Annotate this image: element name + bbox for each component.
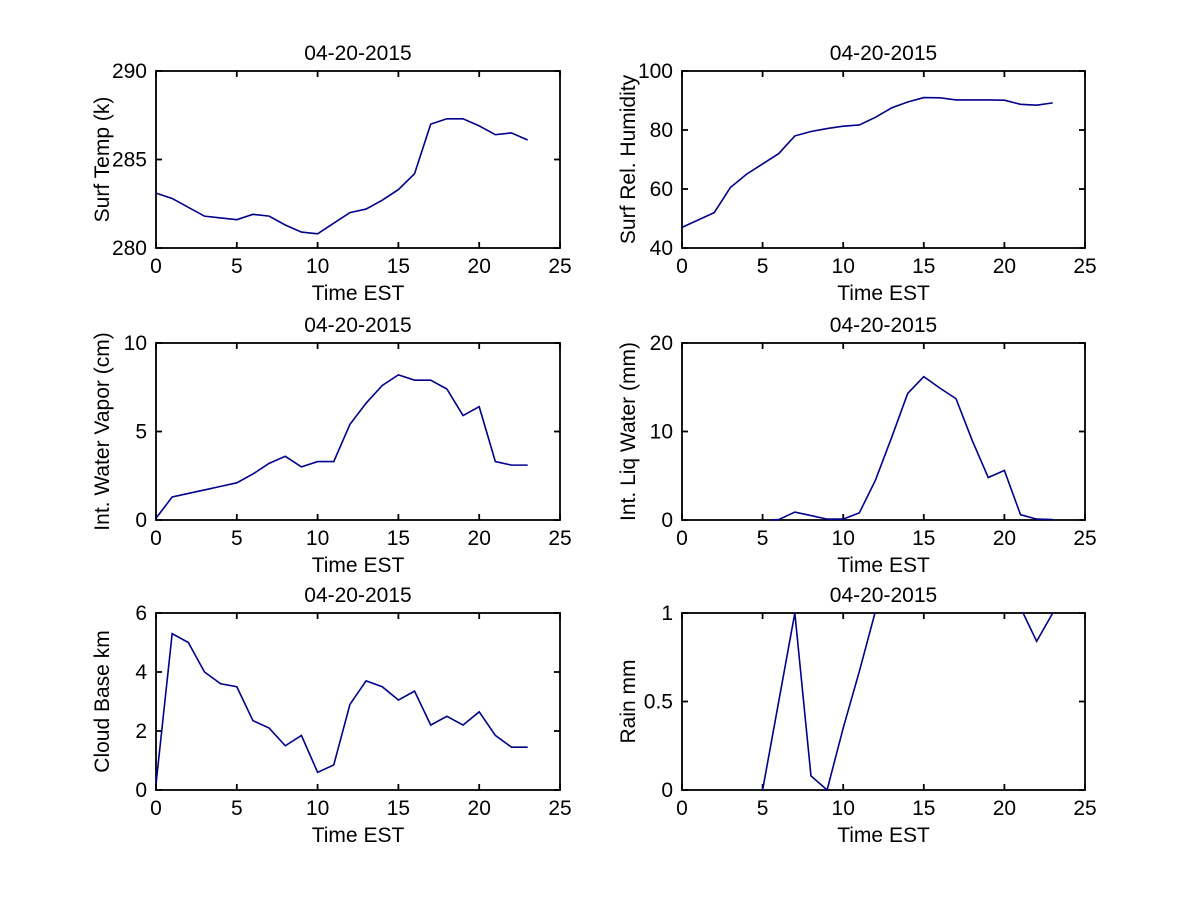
- subplot-cloud-base: 0 5 10 15 20 25 0 2 4 6 04-20-2015 Time EST Cloud Ba…: [70, 577, 590, 848]
- y-tick-label: 40: [650, 237, 673, 260]
- y-axis-label: Cloud Base km: [91, 630, 114, 772]
- y-axis-label: Surf Temp (k): [91, 97, 114, 223]
- x-tick-label: 10: [306, 527, 329, 550]
- axes-frame: [155, 612, 561, 791]
- chart-title: 04-20-2015: [304, 584, 411, 607]
- y-tick-label: 280: [112, 237, 147, 260]
- x-tick-label: 10: [306, 255, 329, 278]
- x-tick-label: 10: [832, 255, 855, 278]
- chart-rel-humidity: 0 5 10 15 20 25 40 60 80 100 04-20-2015 Time EST Sur…: [617, 42, 1097, 305]
- x-tick-label: 15: [912, 797, 935, 820]
- y-tick-label: 0: [135, 509, 147, 532]
- x-tick-label: 25: [1073, 255, 1096, 278]
- y-tick-label: 10: [124, 332, 147, 355]
- x-tick-label: 5: [757, 527, 769, 550]
- data-line-cloud-base: [155, 632, 528, 785]
- x-axis-label: Time EST: [837, 282, 930, 305]
- chart-cloud-base: 0 5 10 15 20 25 0 2 4 6 04-20-2015 Time EST Cloud Ba…: [91, 584, 572, 847]
- subplot-surf-temp: 0 5 10 15 20 25 280 285 290 04-20-2015 Time EST Sur…: [70, 35, 590, 306]
- x-tick-label: 5: [231, 797, 243, 820]
- y-axis-label: Int. Water Vapor (cm): [91, 332, 114, 530]
- x-tick-label: 5: [231, 527, 243, 550]
- data-line-liq-water: [770, 375, 1053, 521]
- y-tick-label: 60: [650, 178, 673, 201]
- x-tick-label: 25: [548, 797, 571, 820]
- y-tick-label: 80: [650, 119, 673, 142]
- x-tick-label: 25: [1073, 797, 1096, 820]
- y-tick-label: 285: [112, 149, 147, 172]
- y-tick-label: 100: [638, 60, 673, 83]
- y-tick-label: 5: [135, 421, 147, 444]
- x-tick-label: 20: [993, 527, 1016, 550]
- chart-liq-water: 0 5 10 15 20 25 0 10 20 04-20-2015 Time EST Int. Li…: [617, 314, 1097, 577]
- x-axis-label: Time EST: [312, 824, 405, 847]
- x-tick-label: 0: [150, 527, 162, 550]
- x-tick-label: 20: [993, 797, 1016, 820]
- y-axis-label: Rain mm: [617, 659, 640, 743]
- x-tick-label: 0: [150, 797, 162, 820]
- data-line-water-vapor: [155, 373, 528, 519]
- data-line-rain: [761, 612, 1054, 791]
- y-tick-label: 2: [135, 720, 147, 743]
- data-line-rel-humidity: [681, 96, 1053, 229]
- x-tick-label: 0: [676, 255, 688, 278]
- chart-title: 04-20-2015: [830, 42, 937, 65]
- chart-water-vapor: 0 5 10 15 20 25 0 5 10 04-20-2015 Time EST Int. Wat…: [91, 314, 572, 577]
- y-tick-label: 0: [135, 779, 147, 802]
- axes-frame: [681, 70, 1086, 249]
- chart-rain: 0 5 10 15 20 25 0 0.5 1 04-20-2015 Time EST Rain mm: [617, 584, 1097, 847]
- chart-title: 04-20-2015: [304, 314, 411, 337]
- data-line-surf-temp: [155, 117, 529, 235]
- chart-title: 04-20-2015: [304, 42, 411, 65]
- chart-title: 04-20-2015: [830, 584, 937, 607]
- y-tick-label: 4: [135, 661, 147, 684]
- y-tick-label: 20: [650, 332, 673, 355]
- y-tick-label: 10: [650, 421, 673, 444]
- subplot-rel-humidity: 0 5 10 15 20 25 40 60 80 100 04-20-2015 Time EST Sur…: [596, 35, 1115, 306]
- x-tick-label: 20: [993, 255, 1016, 278]
- y-axis-label: Int. Liq Water (mm): [617, 342, 640, 521]
- subplot-liq-water: 0 5 10 15 20 25 0 10 20 04-20-2015 Time EST Int. Li…: [596, 307, 1115, 578]
- x-tick-label: 0: [676, 527, 688, 550]
- x-tick-label: 15: [912, 527, 935, 550]
- x-tick-label: 20: [468, 255, 491, 278]
- x-tick-label: 10: [306, 797, 329, 820]
- y-tick-label: 290: [112, 60, 147, 83]
- x-tick-label: 5: [231, 255, 243, 278]
- x-axis-label: Time EST: [312, 282, 405, 305]
- axes-frame: [681, 342, 1086, 521]
- x-tick-label: 10: [832, 527, 855, 550]
- x-tick-label: 20: [468, 797, 491, 820]
- x-axis-label: Time EST: [312, 554, 405, 577]
- x-axis-label: Time EST: [837, 554, 930, 577]
- chart-surf-temp: 0 5 10 15 20 25 280 285 290 04-20-2015 Time EST Sur…: [91, 42, 572, 305]
- x-tick-label: 5: [757, 255, 769, 278]
- axes-frame: [155, 342, 561, 521]
- y-tick-label: 0: [661, 509, 673, 532]
- x-tick-label: 0: [676, 797, 688, 820]
- y-axis-label: Surf Rel. Humidity: [617, 74, 640, 244]
- y-tick-label: 0.5: [644, 691, 673, 714]
- x-tick-label: 25: [1073, 527, 1096, 550]
- x-tick-label: 25: [548, 527, 571, 550]
- x-tick-label: 15: [912, 255, 935, 278]
- axes-frame: [681, 612, 1086, 791]
- x-tick-label: 15: [387, 527, 410, 550]
- x-tick-label: 15: [387, 797, 410, 820]
- y-tick-label: 6: [135, 602, 147, 625]
- x-tick-label: 25: [548, 255, 571, 278]
- x-tick-label: 10: [832, 797, 855, 820]
- chart-title: 04-20-2015: [830, 314, 937, 337]
- x-tick-label: 5: [757, 797, 769, 820]
- x-tick-label: 20: [468, 527, 491, 550]
- x-tick-label: 15: [387, 255, 410, 278]
- axes-frame: [155, 70, 561, 249]
- subplot-water-vapor: 0 5 10 15 20 25 0 5 10 04-20-2015 Time EST Int. Wat…: [70, 307, 590, 578]
- subplot-rain: 0 5 10 15 20 25 0 0.5 1 04-20-2015 Time EST Rain mm: [596, 577, 1115, 848]
- y-tick-label: 1: [661, 602, 673, 625]
- y-tick-label: 0: [661, 779, 673, 802]
- x-axis-label: Time EST: [837, 824, 930, 847]
- x-tick-label: 0: [150, 255, 162, 278]
